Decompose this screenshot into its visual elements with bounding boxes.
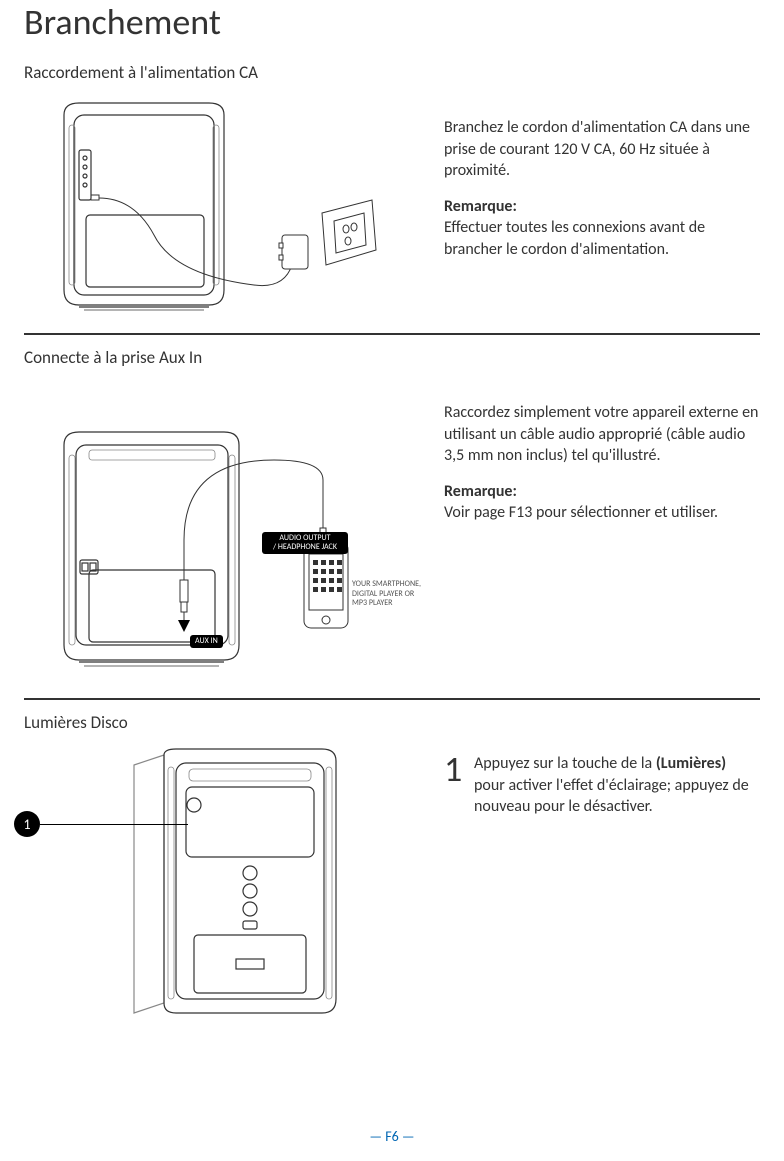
step-text-after: pour activer l'effet d'éclairage; appuye… xyxy=(474,776,749,817)
divider-2 xyxy=(24,698,760,700)
text-aux: Raccordez simplement votre appareil exte… xyxy=(444,380,760,690)
caption-smartphone: YOUR SMARTPHONE,DIGITAL PLAYER ORMP3 PLA… xyxy=(352,580,442,609)
ac-note-label: Remarque: xyxy=(444,197,517,216)
step-number: 1 xyxy=(444,753,468,818)
callout-line-1 xyxy=(40,824,188,825)
illustration-disco: 1 xyxy=(24,745,424,1025)
ac-note-body: Effectuer toutes les connexions avant de… xyxy=(444,218,705,259)
step-text-bold: (Lumières) xyxy=(656,754,726,773)
aux-note-label: Remarque: xyxy=(444,482,517,501)
ac-diagram-svg xyxy=(24,95,384,325)
page-footer: — F6 — xyxy=(0,1128,784,1145)
label-audio-output: AUDIO OUTPUT/ HEADPHONE JACK xyxy=(262,532,348,554)
aux-diagram-svg xyxy=(24,420,424,690)
section-heading-ac: Raccordement à l'alimentation CA xyxy=(24,62,760,83)
aux-body: Raccordez simplement votre appareil exte… xyxy=(444,402,760,467)
label-aux-in: AUX IN xyxy=(190,635,223,648)
illustration-aux: AUDIO OUTPUT/ HEADPHONE JACK AUX IN YOUR… xyxy=(24,380,424,690)
disco-diagram-svg xyxy=(104,745,364,1025)
page-title: Branchement xyxy=(24,0,760,44)
illustration-ac xyxy=(24,95,424,325)
callout-badge-1: 1 xyxy=(14,811,40,837)
step-text: Appuyez sur la touche de la (Lumières) p… xyxy=(474,753,760,818)
section-ac: Branchez le cordon d'alimentation CA dan… xyxy=(24,95,760,325)
section-heading-aux: Connecte à la prise Aux In xyxy=(24,347,760,368)
aux-note-body: Voir page F13 pour sélectionner et utili… xyxy=(444,503,718,522)
step-text-before: Appuyez sur la touche de la xyxy=(474,754,656,773)
text-ac: Branchez le cordon d'alimentation CA dan… xyxy=(444,95,760,325)
section-heading-disco: Lumières Disco xyxy=(24,712,760,733)
section-aux: AUDIO OUTPUT/ HEADPHONE JACK AUX IN YOUR… xyxy=(24,380,760,690)
section-disco: 1 1 Appuyez sur la touche de la (Lumière… xyxy=(24,745,760,1025)
step-1: 1 Appuyez sur la touche de la (Lumières)… xyxy=(444,753,760,818)
divider-1 xyxy=(24,333,760,335)
ac-body: Branchez le cordon d'alimentation CA dan… xyxy=(444,117,760,182)
text-disco: 1 Appuyez sur la touche de la (Lumières)… xyxy=(444,745,760,1025)
